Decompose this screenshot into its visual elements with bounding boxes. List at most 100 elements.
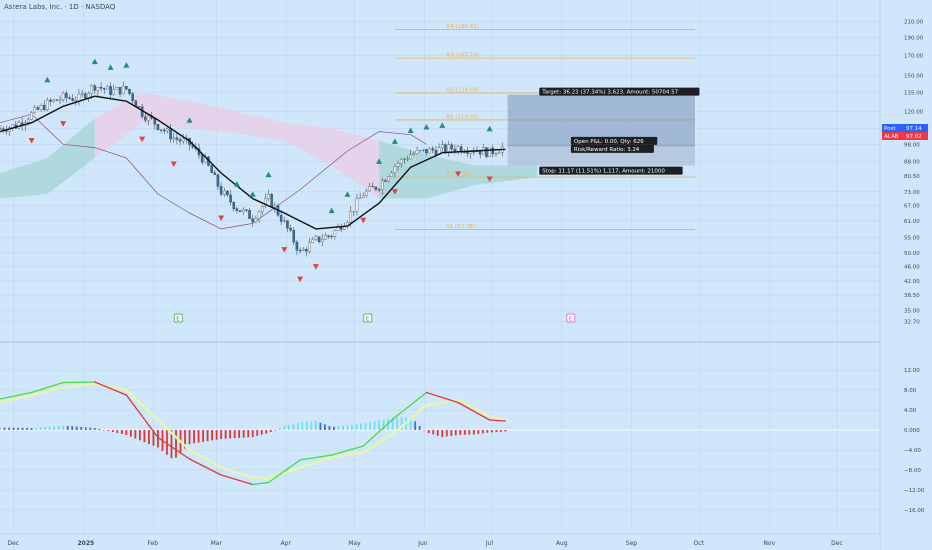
candle-body [478,150,482,155]
candle-body [264,198,267,207]
price-tick-label: 38.50 [904,293,920,299]
macd-line-segment [267,459,301,484]
buy-signal-marker [265,171,272,178]
candle-body [317,236,321,242]
price-tag-value: 97.14 [906,126,922,132]
buy-signal-marker [407,127,414,134]
histogram-bar [39,427,42,430]
candle-body [0,128,2,130]
candle-body [115,87,119,90]
histogram-bar [463,430,466,435]
buy-signal-marker [107,64,114,70]
price-tick-label: 150.00 [904,74,924,80]
histogram-bar [111,430,114,432]
histogram-bar [468,430,471,435]
candle-body [494,153,498,155]
candle-body [380,180,384,190]
histogram-bar [409,417,412,430]
candle-body [298,250,302,252]
price-tag: ALAB 97.02 [882,132,928,140]
time-axis [0,534,880,550]
candle-body [425,149,428,154]
histogram-bar [129,430,132,437]
macd-tick-label: 4.00 [904,408,917,414]
macd-histogram [0,417,507,459]
histogram-bar [454,430,457,436]
candle-body [491,147,495,155]
histogram-bar [107,430,110,431]
price-tick-label: 73.00 [904,190,920,196]
macd-line-segment [488,419,507,422]
price-tick-label: 120.00 [904,110,924,116]
macd-line-segment [425,391,459,404]
earnings-label: E [569,317,573,323]
macd-line-segment [394,391,428,419]
candle-body [65,92,68,98]
candle-body [441,144,444,148]
risk-reward-label: Risk/Reward Ratio: 3.24 [574,147,640,153]
candle-body [308,242,311,252]
histogram-bar [324,424,326,430]
macd-line-segment [188,458,222,476]
candle-body [112,89,115,95]
candle-body [226,190,229,196]
candle-body [279,215,283,222]
histogram-bar [233,430,236,439]
candle-body [428,148,431,154]
time-tick-label: Jul [485,540,494,547]
macd-tick-label: −12.00 [904,488,925,494]
price-tag-name: ALAB [884,134,899,140]
candle-body [368,186,371,192]
candle-body [159,129,163,131]
histogram-bar [369,422,371,430]
candle-body [36,107,40,110]
histogram-bar [328,426,331,430]
histogram-bar [301,422,304,430]
candle-body [163,129,166,132]
stop-label: Stop: 11.17 (11.51%) 1,117, Amount: 2100… [542,169,665,175]
candle-body [232,202,236,209]
time-tick-label: Feb [147,540,158,547]
candle-body [412,153,416,155]
price-tick-label: 61.00 [904,219,920,225]
candle-body [219,186,223,195]
candle-body [61,92,65,100]
candle-body [305,249,308,252]
macd-line-segment [362,416,396,447]
histogram-bar [441,430,444,437]
sell-signal-marker [139,136,146,143]
histogram-bar [481,430,484,434]
price-tag-name-bg [882,124,904,132]
candle-body [166,128,169,132]
candle-body [488,147,491,157]
histogram-bar [396,417,399,430]
histogram-bar [102,430,105,431]
pivot-label: R4 (199.61) [446,24,479,30]
histogram-bar [400,417,403,430]
histogram-bar [486,430,489,433]
buy-signal-marker [376,158,383,164]
histogram-bar [98,429,101,430]
candle-body [27,119,30,123]
price-tag-value-bg [904,124,928,132]
price-tick-label: 190.00 [904,35,924,41]
histogram-bar [44,426,47,430]
candle-body [109,86,112,95]
histogram-bar [12,427,15,430]
candle-body [137,106,141,108]
buy-signal-marker [249,191,256,197]
price-tick-label: 67.00 [904,204,920,210]
histogram-bar [373,421,376,430]
price-tick-label: 46.00 [904,264,920,270]
histogram-bar [30,428,33,430]
candle-body [390,172,393,177]
price-tick-label: 55.00 [904,235,920,241]
time-tick-label: Nov [763,540,775,547]
macd-line-segment [252,481,270,486]
histogram-bar [188,430,191,444]
candle-body [131,93,134,101]
candle-body [444,144,447,152]
histogram-bar [305,421,308,430]
buy-signal-marker [439,122,446,128]
